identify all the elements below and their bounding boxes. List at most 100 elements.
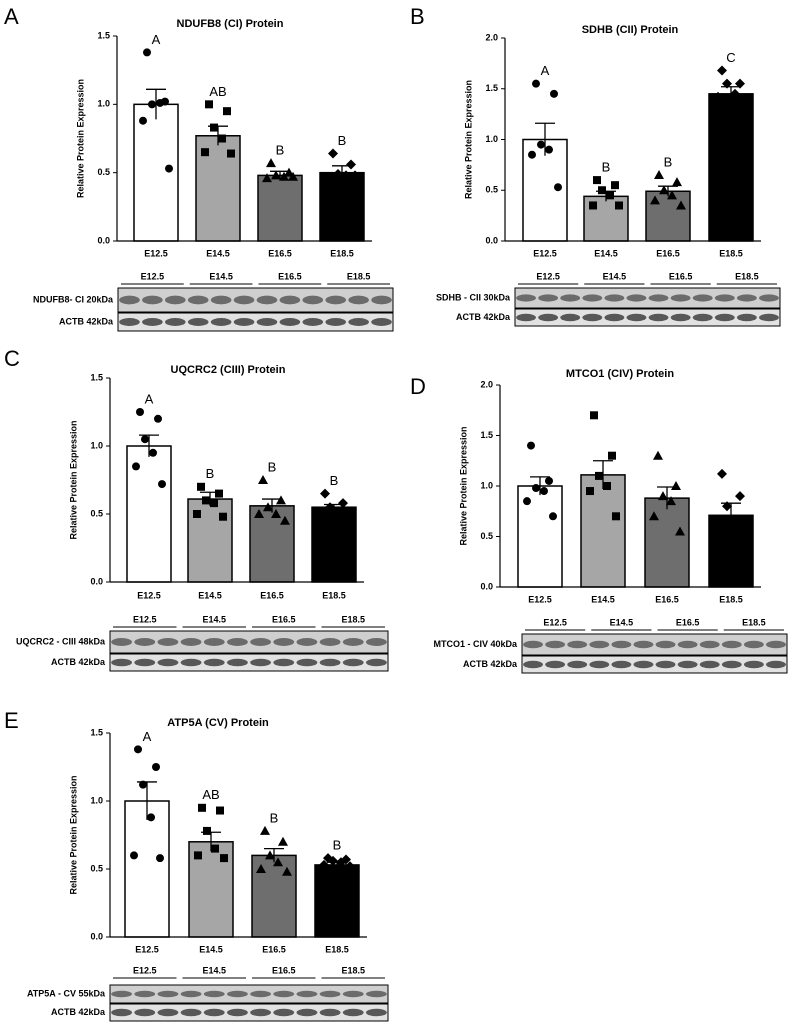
blot-row-label: ACTB 42kDa — [463, 659, 518, 669]
data-point — [590, 411, 598, 420]
data-point — [130, 851, 138, 860]
blot-band — [142, 318, 163, 326]
blot-band — [604, 294, 625, 302]
data-point — [156, 98, 164, 107]
blot-band — [119, 295, 140, 305]
data-point — [271, 509, 281, 518]
x-tick-label: E14.5 — [594, 248, 618, 258]
blot-band — [582, 294, 603, 302]
blot-band — [648, 313, 669, 322]
blot-band — [545, 640, 566, 649]
blot-band — [626, 313, 647, 322]
blot-band — [134, 658, 156, 667]
data-point — [154, 414, 162, 423]
data-point — [139, 116, 147, 125]
blot-band — [134, 990, 156, 998]
data-point — [328, 855, 338, 866]
blot-band — [766, 640, 786, 649]
data-point — [147, 813, 155, 822]
data-point — [143, 48, 151, 57]
data-point — [278, 836, 288, 846]
panel-letter: D — [410, 374, 426, 399]
blot-band — [670, 294, 691, 302]
data-point — [595, 471, 603, 480]
blot-band — [538, 313, 559, 322]
data-point — [279, 171, 289, 181]
data-point — [220, 854, 228, 863]
lane-label: E16.5 — [669, 271, 693, 281]
y-tick-label: 1.0 — [90, 440, 103, 450]
data-point — [273, 857, 283, 867]
blot-band — [342, 638, 364, 646]
y-tick-label: 1.0 — [90, 795, 103, 805]
blot-band — [134, 638, 156, 646]
blot-strip — [109, 1003, 389, 1022]
blot-band — [523, 640, 543, 649]
x-tick-label: E16.5 — [656, 248, 680, 258]
data-point — [210, 123, 218, 132]
x-tick-label: E18.5 — [719, 594, 743, 604]
y-axis-label: Relative Protein Expression — [68, 775, 78, 894]
blot-band — [692, 294, 713, 302]
blot-band — [226, 638, 248, 646]
data-point — [149, 448, 157, 457]
data-point — [271, 170, 281, 180]
blot-band — [180, 658, 202, 667]
y-tick-label: 0.5 — [97, 167, 110, 177]
bar — [644, 497, 690, 588]
x-tick-label: E14.5 — [206, 248, 230, 258]
data-point — [612, 512, 620, 521]
data-point — [194, 851, 202, 860]
blot-band — [736, 313, 757, 322]
y-tick-label: 0.0 — [90, 576, 103, 586]
bar — [124, 800, 170, 938]
blot-band — [210, 318, 232, 326]
lane-label: E12.5 — [536, 271, 560, 281]
significance-letter: B — [276, 143, 285, 158]
x-tick-label: E14.5 — [591, 594, 615, 604]
blot-band — [233, 295, 255, 305]
lane-label: E16.5 — [272, 614, 296, 624]
data-point — [325, 502, 335, 513]
data-point — [333, 169, 343, 180]
blot-band — [319, 658, 341, 667]
blot-strip — [514, 308, 781, 327]
blot-band — [233, 318, 255, 326]
data-point — [205, 100, 213, 109]
blot-row-label: SDHB - CII 30kDa — [436, 292, 511, 302]
blot-band — [633, 640, 654, 649]
y-axis-label: Relative Protein Expression — [463, 80, 473, 199]
data-point — [650, 195, 660, 205]
data-point — [550, 89, 558, 98]
data-point — [649, 511, 659, 521]
bar — [257, 174, 303, 242]
data-point — [333, 506, 343, 517]
data-point — [210, 499, 218, 508]
chart-title: UQCRC2 (CIII) Protein — [171, 364, 286, 376]
data-point — [713, 91, 723, 102]
data-point — [598, 186, 606, 195]
data-point — [342, 511, 352, 522]
blot-band — [655, 640, 676, 649]
blot-band — [677, 660, 698, 669]
chart-title: ATP5A (CV) Protein — [167, 717, 269, 729]
blot-band — [342, 658, 364, 667]
x-tick-label: E18.5 — [325, 944, 349, 954]
blot-band — [210, 295, 232, 305]
blot-strip — [109, 630, 389, 654]
data-point — [672, 177, 682, 187]
blot-band — [604, 313, 625, 322]
lane-label: E14.5 — [209, 271, 233, 281]
blot-row-label: ACTB 42kDa — [456, 312, 511, 322]
blot-band — [348, 318, 369, 326]
blot-band — [626, 294, 647, 302]
blot-band — [721, 660, 742, 669]
data-point — [523, 497, 531, 506]
blot-band — [325, 295, 347, 305]
blot-band — [250, 990, 272, 998]
data-point — [545, 476, 553, 485]
data-point — [202, 496, 210, 505]
data-point — [653, 450, 663, 460]
chart-title: MTCO1 (CIV) Protein — [566, 368, 674, 380]
blot-band — [250, 658, 272, 667]
